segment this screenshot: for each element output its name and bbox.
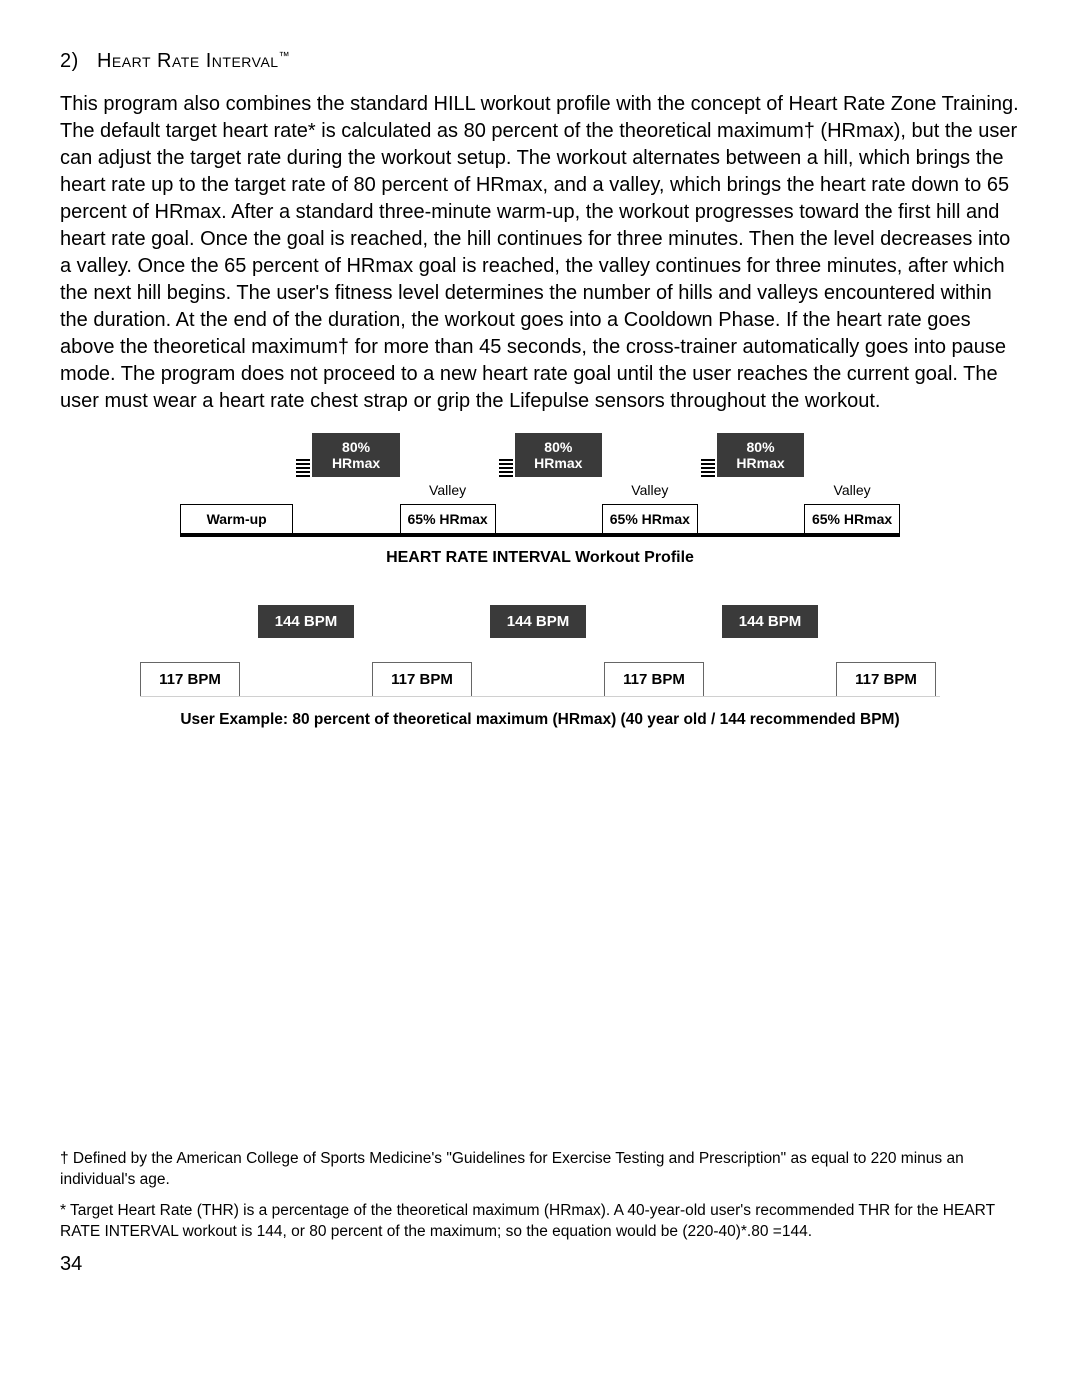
valley-label: 65% HRmax [602,504,698,533]
example-low-label: 117 BPM [140,662,240,696]
hill-label: 80% HRmax [515,433,602,477]
body-paragraph: This program also combines the standard … [60,91,1020,415]
example-low-segment: 117 BPM [604,662,704,696]
example-caption: User Example: 80 percent of theoretical … [90,711,990,729]
user-example-diagram: 117 BPM 144 BPM 117 BPM 144 BPM 117 BPM [140,597,940,697]
segment-hill: 80% HRmax [312,433,399,533]
example-low-label: 117 BPM [604,662,704,696]
ladder-icon [293,449,312,533]
ladder-icon [496,449,515,533]
segment-valley: Valley 65% HRmax [804,478,900,533]
valley-floating-label: Valley [602,478,698,504]
example-low-segment: 117 BPM [140,662,240,696]
segment-valley: Valley 65% HRmax [602,478,698,533]
example-low-segment: 117 BPM [836,662,936,696]
valley-label: 65% HRmax [400,504,496,533]
example-low-label: 117 BPM [372,662,472,696]
hill-label: 80% HRmax [717,433,804,477]
segment-hill: 80% HRmax [515,433,602,533]
warmup-label: Warm-up [180,504,293,533]
workout-profile-diagram: Warm-up 80% HRmax Valley 65% HRmax [180,445,900,537]
segment-hill: 80% HRmax [717,433,804,533]
valley-label: 65% HRmax [804,504,900,533]
valley-floating-label: Valley [400,478,496,504]
profile-row: Warm-up 80% HRmax Valley 65% HRmax [180,445,900,537]
document-page: 2) Heart Rate Interval™ This program als… [0,0,1080,1306]
segment-valley: Valley 65% HRmax [400,478,496,533]
example-high-label: 144 BPM [490,605,586,638]
example-high-segment: 144 BPM [722,605,818,696]
profile-caption: HEART RATE INTERVAL Workout Profile [60,549,1020,567]
footnote-dagger: † Defined by the American College of Spo… [60,1149,1020,1191]
heading-number: 2) [60,50,79,72]
example-row: 117 BPM 144 BPM 117 BPM 144 BPM 117 BPM [140,597,940,697]
example-high-segment: 144 BPM [490,605,586,696]
trademark-symbol: ™ [279,50,291,62]
footnote-star: * Target Heart Rate (THR) is a percentag… [60,1201,1020,1243]
example-low-label: 117 BPM [836,662,936,696]
heading-title: Heart Rate Interval [97,50,279,72]
example-high-label: 144 BPM [258,605,354,638]
example-low-segment: 117 BPM [372,662,472,696]
hill-label: 80% HRmax [312,433,399,477]
example-high-label: 144 BPM [722,605,818,638]
segment-warmup: Warm-up [180,504,293,533]
example-high-segment: 144 BPM [258,605,354,696]
page-number: 34 [60,1253,1020,1276]
section-heading: 2) Heart Rate Interval™ [60,50,1020,73]
valley-floating-label: Valley [804,478,900,504]
ladder-icon [698,449,717,533]
vertical-spacer [60,729,1020,1149]
